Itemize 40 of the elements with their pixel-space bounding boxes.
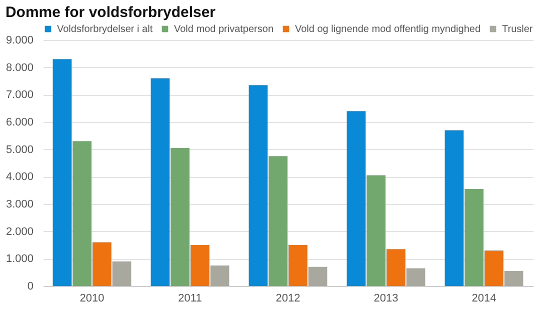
y-tick-label: 8.000: [6, 62, 34, 74]
bar: [444, 130, 464, 286]
bar: [170, 148, 190, 286]
y-tick-label: 0: [27, 280, 34, 292]
bar: [112, 261, 132, 286]
bar: [268, 156, 288, 286]
bar: [150, 78, 170, 286]
y-tick-label: 9.000: [6, 34, 34, 46]
bar: [210, 266, 230, 286]
legend-label: Vold og lignende mod offentlig myndighed: [295, 24, 481, 35]
bar: [464, 188, 484, 286]
legend-label: Trusler: [502, 24, 534, 35]
y-tick-label: 4.000: [6, 171, 34, 184]
bar: [366, 175, 386, 286]
bar: [248, 85, 268, 286]
chart-title: Domme for voldsforbrydelser: [5, 4, 216, 21]
y-tick-label: 5.000: [6, 144, 34, 156]
bar: [406, 268, 426, 286]
legend-label: Vold mod privatperson: [174, 24, 274, 35]
bar: [288, 245, 308, 286]
x-tick-label: 2014: [472, 292, 496, 304]
bar: [346, 111, 366, 286]
y-tick-label: 6.000: [6, 116, 34, 128]
x-tick-label: 2012: [276, 292, 300, 304]
bar: [92, 242, 112, 286]
bar: [484, 250, 504, 286]
x-tick-label: 2011: [178, 292, 202, 304]
bar: [52, 59, 72, 286]
bar: [190, 245, 210, 286]
y-tick-label: 2.000: [6, 226, 34, 238]
bar: [386, 249, 406, 286]
x-tick-label: 2013: [374, 292, 398, 304]
x-tick-label: 2010: [80, 292, 104, 304]
bar: [72, 141, 92, 286]
y-tick-label: 3.000: [6, 198, 34, 210]
bar: [504, 270, 524, 286]
y-tick-label: 7.000: [6, 89, 34, 102]
y-tick-label: 1.000: [6, 253, 34, 266]
bar: [308, 266, 328, 286]
legend-label: Voldsforbrydelser i alt: [57, 24, 153, 35]
